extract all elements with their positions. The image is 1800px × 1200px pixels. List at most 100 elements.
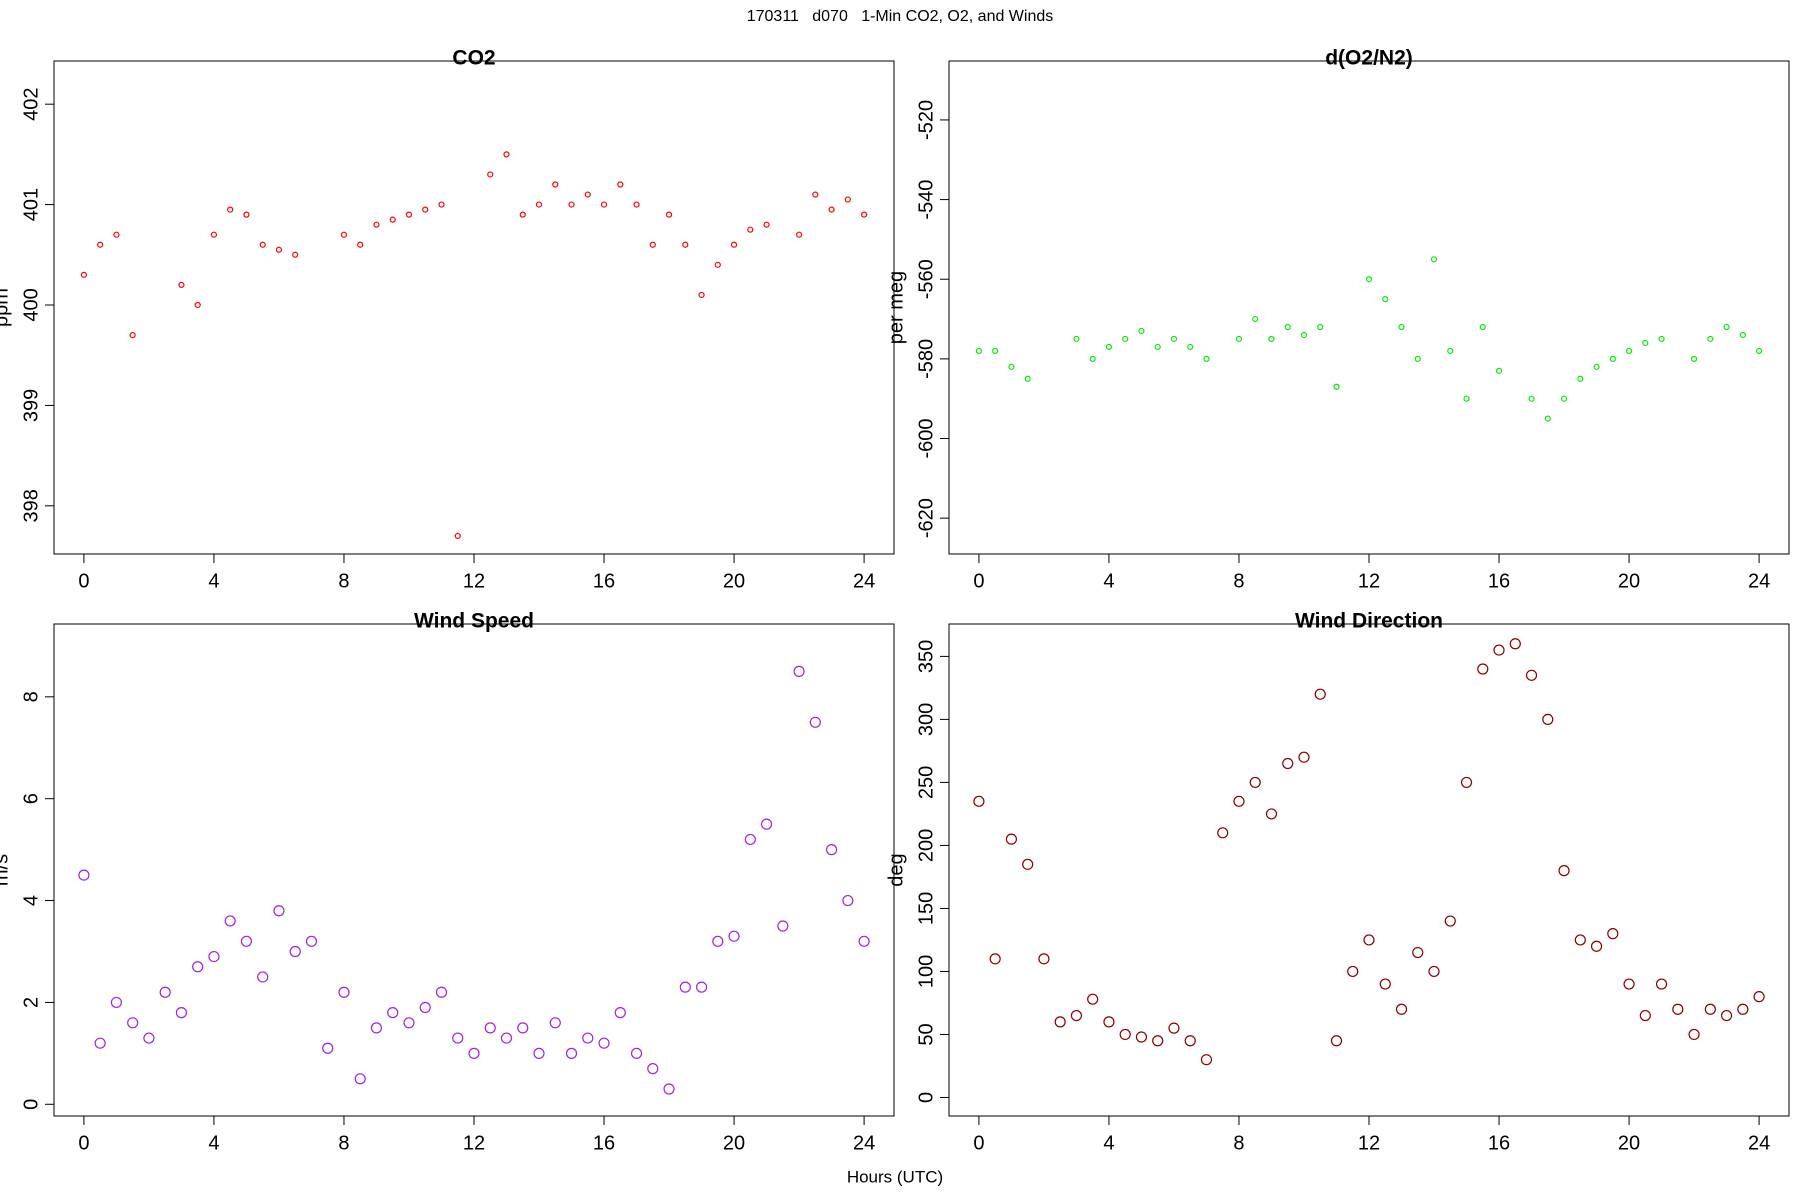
data-point — [1428, 965, 1440, 978]
y-axis-label: per meg — [885, 271, 907, 344]
data-point — [730, 241, 738, 248]
data-point — [1463, 395, 1470, 402]
data-point — [600, 201, 608, 208]
data-point — [175, 1007, 188, 1019]
data-point — [1707, 335, 1714, 343]
data-point — [698, 291, 705, 299]
x-tick-label: 12 — [1358, 570, 1380, 592]
data-point — [240, 935, 253, 947]
data-point — [763, 221, 770, 228]
y-tick-label: 400 — [20, 288, 42, 321]
data-point — [1493, 644, 1505, 656]
x-tick-label: 8 — [338, 1132, 349, 1154]
data-point — [1737, 1003, 1749, 1015]
x-tick-label: 0 — [973, 570, 984, 592]
data-point — [844, 196, 851, 203]
data-point — [1509, 638, 1521, 650]
x-tick-label: 24 — [1748, 1132, 1770, 1154]
data-point — [322, 1042, 334, 1054]
data-point — [825, 844, 838, 856]
data-point — [1577, 375, 1584, 382]
y-tick-label: -620 — [915, 498, 937, 538]
data-point — [127, 1017, 139, 1029]
data-point — [1720, 1009, 1733, 1022]
data-point — [1479, 323, 1486, 331]
data-point — [549, 1017, 561, 1029]
data-point — [210, 231, 218, 238]
y-tick-label: 6 — [20, 793, 42, 804]
data-point — [1460, 776, 1473, 789]
data-point — [305, 935, 318, 947]
data-point — [1138, 327, 1145, 335]
data-point — [97, 241, 104, 248]
data-point — [1200, 1054, 1213, 1066]
y-tick-label: 398 — [20, 489, 42, 522]
data-point — [1249, 776, 1261, 789]
data-point — [1152, 1035, 1164, 1047]
data-point — [1333, 383, 1340, 390]
x-tick-label: 12 — [463, 570, 485, 592]
data-point — [647, 1063, 659, 1075]
data-point — [1395, 1003, 1408, 1015]
plot-frame — [948, 623, 1790, 1117]
data-point — [1135, 1031, 1148, 1043]
data-point — [1690, 355, 1698, 362]
data-point — [1414, 355, 1421, 362]
data-point — [389, 216, 396, 223]
x-tick-label: 0 — [973, 1132, 984, 1154]
data-point — [517, 1022, 529, 1034]
data-point — [257, 971, 269, 983]
data-point — [973, 795, 985, 807]
data-point — [747, 226, 754, 233]
y-tick-label: 2 — [20, 997, 42, 1008]
data-point — [665, 211, 673, 218]
data-point — [1755, 347, 1763, 355]
x-tick-label: 24 — [1748, 570, 1770, 592]
y-tick-label: 100 — [915, 955, 937, 988]
data-point — [224, 915, 236, 927]
data-point — [777, 920, 789, 932]
data-point — [975, 347, 983, 355]
y-tick-label: 0 — [20, 1099, 42, 1110]
data-point — [760, 818, 773, 830]
data-point — [1477, 663, 1489, 675]
data-point — [1704, 1003, 1716, 1015]
data-point — [519, 211, 526, 218]
y-tick-label: 300 — [915, 703, 937, 736]
data-point — [1558, 865, 1570, 877]
data-point — [340, 231, 348, 238]
y-axis-label: deg — [885, 853, 907, 886]
data-point — [338, 986, 350, 998]
data-point — [728, 930, 740, 942]
data-point — [1398, 323, 1405, 331]
data-point — [1038, 953, 1050, 965]
x-tick-label: 24 — [853, 1132, 875, 1154]
data-point — [1574, 934, 1586, 946]
data-point — [649, 241, 656, 248]
data-point — [1525, 669, 1538, 681]
y-tick-label: 150 — [915, 892, 937, 925]
data-point — [1544, 415, 1551, 422]
data-point — [503, 151, 510, 158]
plot-frame — [53, 623, 895, 1117]
data-point — [1119, 1028, 1131, 1041]
y-tick-label: 399 — [20, 389, 42, 422]
page-title: 170311 d070 1-Min CO2, O2, and Winds — [747, 8, 1054, 25]
data-point — [1672, 1003, 1684, 1015]
x-tick-label: 4 — [1103, 570, 1114, 592]
data-point — [828, 206, 835, 213]
data-point — [129, 332, 136, 339]
data-point — [94, 1037, 106, 1049]
data-point — [454, 532, 461, 540]
data-point — [598, 1037, 610, 1049]
data-point — [1070, 1009, 1083, 1022]
data-point — [1560, 395, 1568, 402]
data-point — [484, 1022, 496, 1034]
data-point — [143, 1032, 155, 1044]
data-point — [1430, 256, 1438, 263]
data-point — [1382, 296, 1389, 303]
data-point — [357, 241, 364, 248]
data-point — [663, 1083, 675, 1095]
data-point — [80, 271, 88, 278]
